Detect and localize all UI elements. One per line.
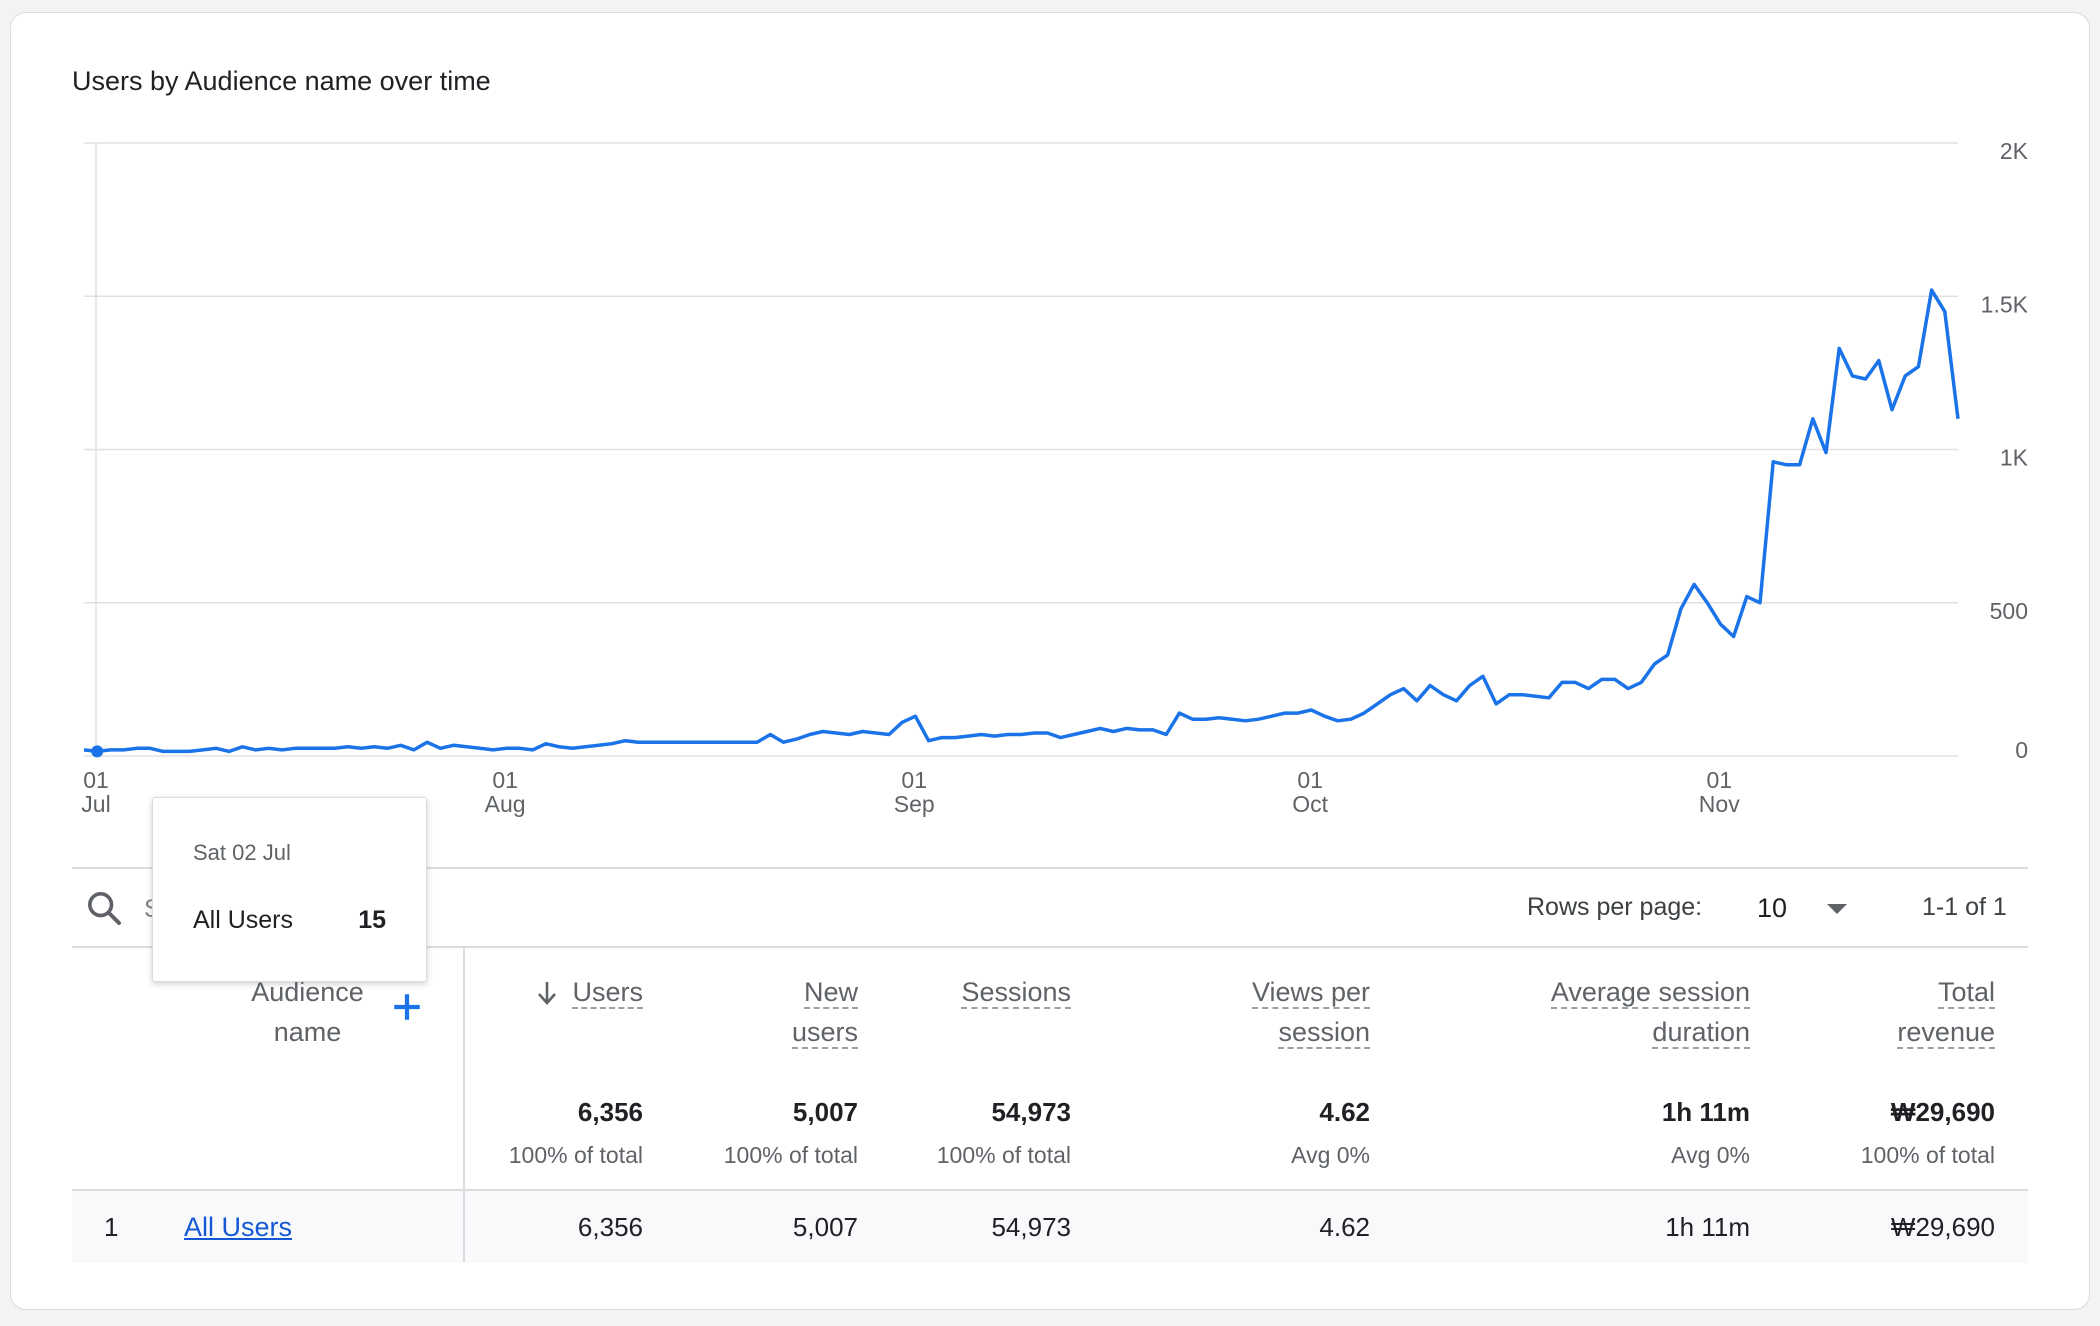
rows-per-page-value: 10 — [1757, 893, 1788, 923]
y-tick-label: 500 — [1990, 598, 2028, 624]
x-tick-day-label: 01 — [492, 767, 518, 793]
y-tick-label: 2K — [2000, 138, 2029, 164]
column-header-line: session — [1278, 1017, 1370, 1049]
column-header-views-per-session[interactable]: Views per session — [1251, 972, 1370, 1052]
cell-total-revenue: ₩29,690 — [1890, 1212, 1995, 1242]
column-header-line: Audience — [251, 977, 364, 1007]
series-line-all-users — [83, 288, 1960, 754]
total-new-users: 5,007 — [792, 1097, 858, 1127]
add-dimension-plus-icon[interactable] — [390, 990, 424, 1024]
search-icon[interactable] — [84, 888, 124, 928]
x-tick-month-label: Oct — [1292, 791, 1328, 817]
column-header-users[interactable]: Users — [572, 972, 643, 1012]
report-card — [10, 12, 2090, 1310]
table-row — [72, 1189, 2028, 1263]
chart-tooltip: Sat 02 Jul All Users 15 — [152, 797, 427, 982]
tooltip-date: Sat 02 Jul — [193, 840, 291, 865]
column-header-sessions[interactable]: Sessions — [961, 972, 1071, 1012]
toolbar-top-divider — [72, 867, 2028, 869]
pagination-status: 1-1 of 1 — [1922, 893, 2007, 921]
column-header-line: Average session — [1550, 977, 1750, 1009]
dimension-column-divider — [463, 947, 465, 1262]
x-tick-month-label: Jul — [81, 791, 110, 817]
column-header-line: New — [803, 977, 858, 1009]
cell-sessions: 54,973 — [991, 1212, 1071, 1242]
total-views-per-session-sub: Avg 0% — [1291, 1142, 1370, 1168]
column-header-line: Sessions — [961, 977, 1071, 1009]
column-header-total-revenue[interactable]: Total revenue — [1897, 972, 1995, 1052]
column-header-line: Users — [572, 977, 643, 1009]
column-header-line: users — [791, 1017, 858, 1049]
total-revenue-sub: 100% of total — [1860, 1142, 1995, 1168]
total-users: 6,356 — [577, 1097, 643, 1127]
row-link-all-users[interactable]: All Users — [184, 1212, 293, 1242]
y-tick-label: 1.5K — [1981, 291, 2029, 317]
row-divider — [463, 1190, 465, 1262]
cell-average-session-duration: 1h 11m — [1665, 1212, 1750, 1242]
y-tick-label: 1K — [2000, 445, 2029, 471]
total-sessions: 54,973 — [991, 1097, 1071, 1127]
total-views-per-session: 4.62 — [1319, 1097, 1370, 1127]
x-tick-month-label: Sep — [894, 791, 935, 817]
x-tick-month-label: Nov — [1699, 791, 1740, 817]
column-header-new-users[interactable]: New users — [791, 972, 858, 1052]
x-tick-day-label: 01 — [901, 767, 927, 793]
rows-per-page-select[interactable]: 10 — [1757, 893, 1848, 924]
total-users-sub: 100% of total — [508, 1142, 643, 1168]
total-sessions-sub: 100% of total — [936, 1142, 1071, 1168]
toolbar-bottom-divider — [72, 946, 2028, 948]
chart-title: Users by Audience name over time — [72, 66, 491, 96]
column-header-line: Views per — [1251, 977, 1370, 1009]
column-header-audience-name[interactable]: Audience name — [250, 972, 365, 1052]
total-average-session-duration: 1h 11m — [1661, 1097, 1750, 1127]
cell-users: 6,356 — [577, 1212, 643, 1242]
cell-new-users: 5,007 — [792, 1212, 858, 1242]
row-index: 1 — [104, 1212, 119, 1242]
x-tick-month-label: Aug — [485, 791, 526, 817]
column-header-line: duration — [1652, 1017, 1750, 1049]
column-header-line: revenue — [1897, 1017, 1995, 1049]
hover-point — [91, 745, 104, 758]
column-header-line: name — [273, 1017, 342, 1047]
chevron-down-icon — [1827, 903, 1848, 914]
column-header-line: Total — [1937, 977, 1995, 1009]
tooltip-series-name: All Users — [193, 906, 294, 934]
cell-views-per-session: 4.62 — [1319, 1212, 1370, 1242]
total-average-session-duration-sub: Avg 0% — [1671, 1142, 1750, 1168]
sort-descending-arrow-icon[interactable] — [536, 980, 558, 1006]
rows-per-page-label: Rows per page: — [1527, 893, 1703, 921]
column-header-average-session-duration[interactable]: Average session duration — [1550, 972, 1750, 1052]
total-revenue: ₩29,690 — [1890, 1097, 1995, 1127]
x-tick-day-label: 01 — [83, 767, 109, 793]
y-tick-label: 0 — [2015, 737, 2028, 763]
x-tick-day-label: 01 — [1706, 767, 1732, 793]
total-new-users-sub: 100% of total — [723, 1142, 858, 1168]
x-tick-day-label: 01 — [1297, 767, 1323, 793]
tooltip-value: 15 — [358, 906, 386, 934]
